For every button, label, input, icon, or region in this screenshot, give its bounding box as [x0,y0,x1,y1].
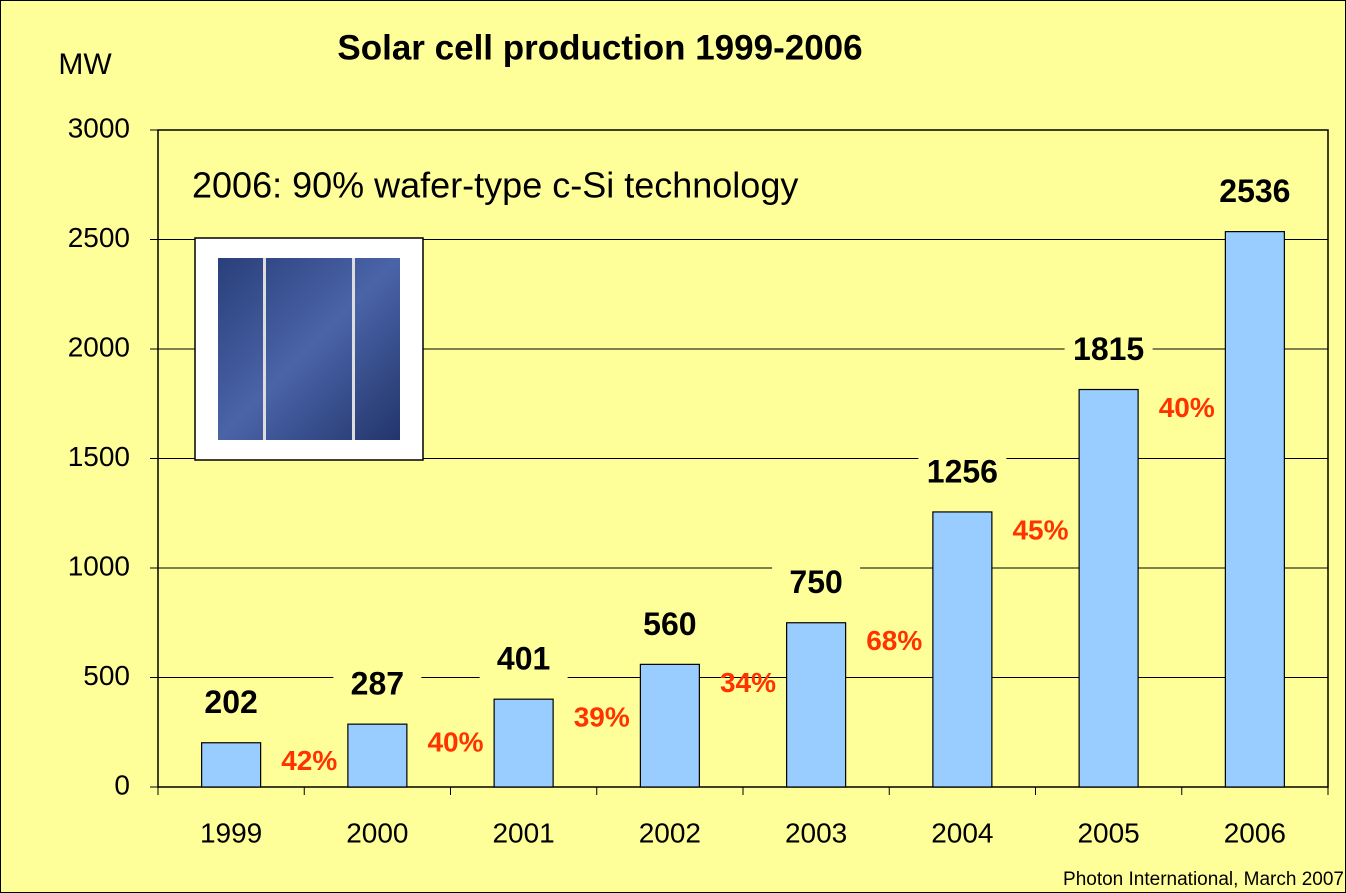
x-tick-label: 2006 [1224,817,1286,848]
bar [639,663,700,788]
value-label: 1815 [1073,331,1144,367]
growth-label: 39% [574,702,630,733]
y-tick-label: 2500 [68,222,130,253]
bar [786,622,847,788]
bar [201,742,262,788]
value-label: 202 [204,684,257,720]
y-tick-label: 500 [83,660,130,691]
x-tick-label: 2005 [1077,817,1139,848]
chart-title: Solar cell production 1999-2006 [337,28,862,67]
value-label-bg [333,667,422,706]
y-axis-label: MW [58,48,112,81]
x-tick-label: 1999 [200,817,262,848]
growth-label: 42% [281,745,337,776]
value-label-bg [187,685,276,724]
growth-label: 40% [427,727,483,758]
value-label-bg [772,565,861,604]
y-tick-label: 1000 [68,550,130,581]
x-tick-label: 2004 [931,817,993,848]
growth-label: 34% [720,667,776,698]
x-tick-label: 2001 [492,817,554,848]
y-tick-label: 2000 [68,331,130,362]
y-tick-label: 3000 [68,112,130,143]
growth-label: 68% [866,625,922,656]
value-label: 401 [497,641,550,677]
bar [493,698,554,788]
x-tick-label: 2000 [346,817,408,848]
y-tick-label: 1500 [68,441,130,472]
bar [1078,388,1139,788]
value-label-bg [479,642,568,681]
value-label: 287 [351,666,404,702]
y-tick-label: 0 [114,769,130,800]
x-tick-label: 2002 [639,817,701,848]
value-label: 2536 [1219,173,1290,209]
value-label-bg [1064,332,1153,371]
growth-label: 45% [1012,514,1068,545]
source: Photon International, March 2007 [1063,869,1344,890]
bar [347,723,408,788]
growth-label: 40% [1159,392,1215,423]
value-label-bg [625,607,714,646]
value-label: 750 [789,564,842,600]
value-label-bg [918,454,1007,493]
bar [932,511,993,788]
value-label: 1256 [927,453,998,489]
value-label: 560 [643,606,696,642]
annotation: 2006: 90% wafer-type c-Si technology [192,165,798,206]
bar [1224,231,1285,788]
solar-cell-image [194,237,424,461]
x-tick-label: 2003 [785,817,847,848]
value-label-bg [1210,174,1299,213]
